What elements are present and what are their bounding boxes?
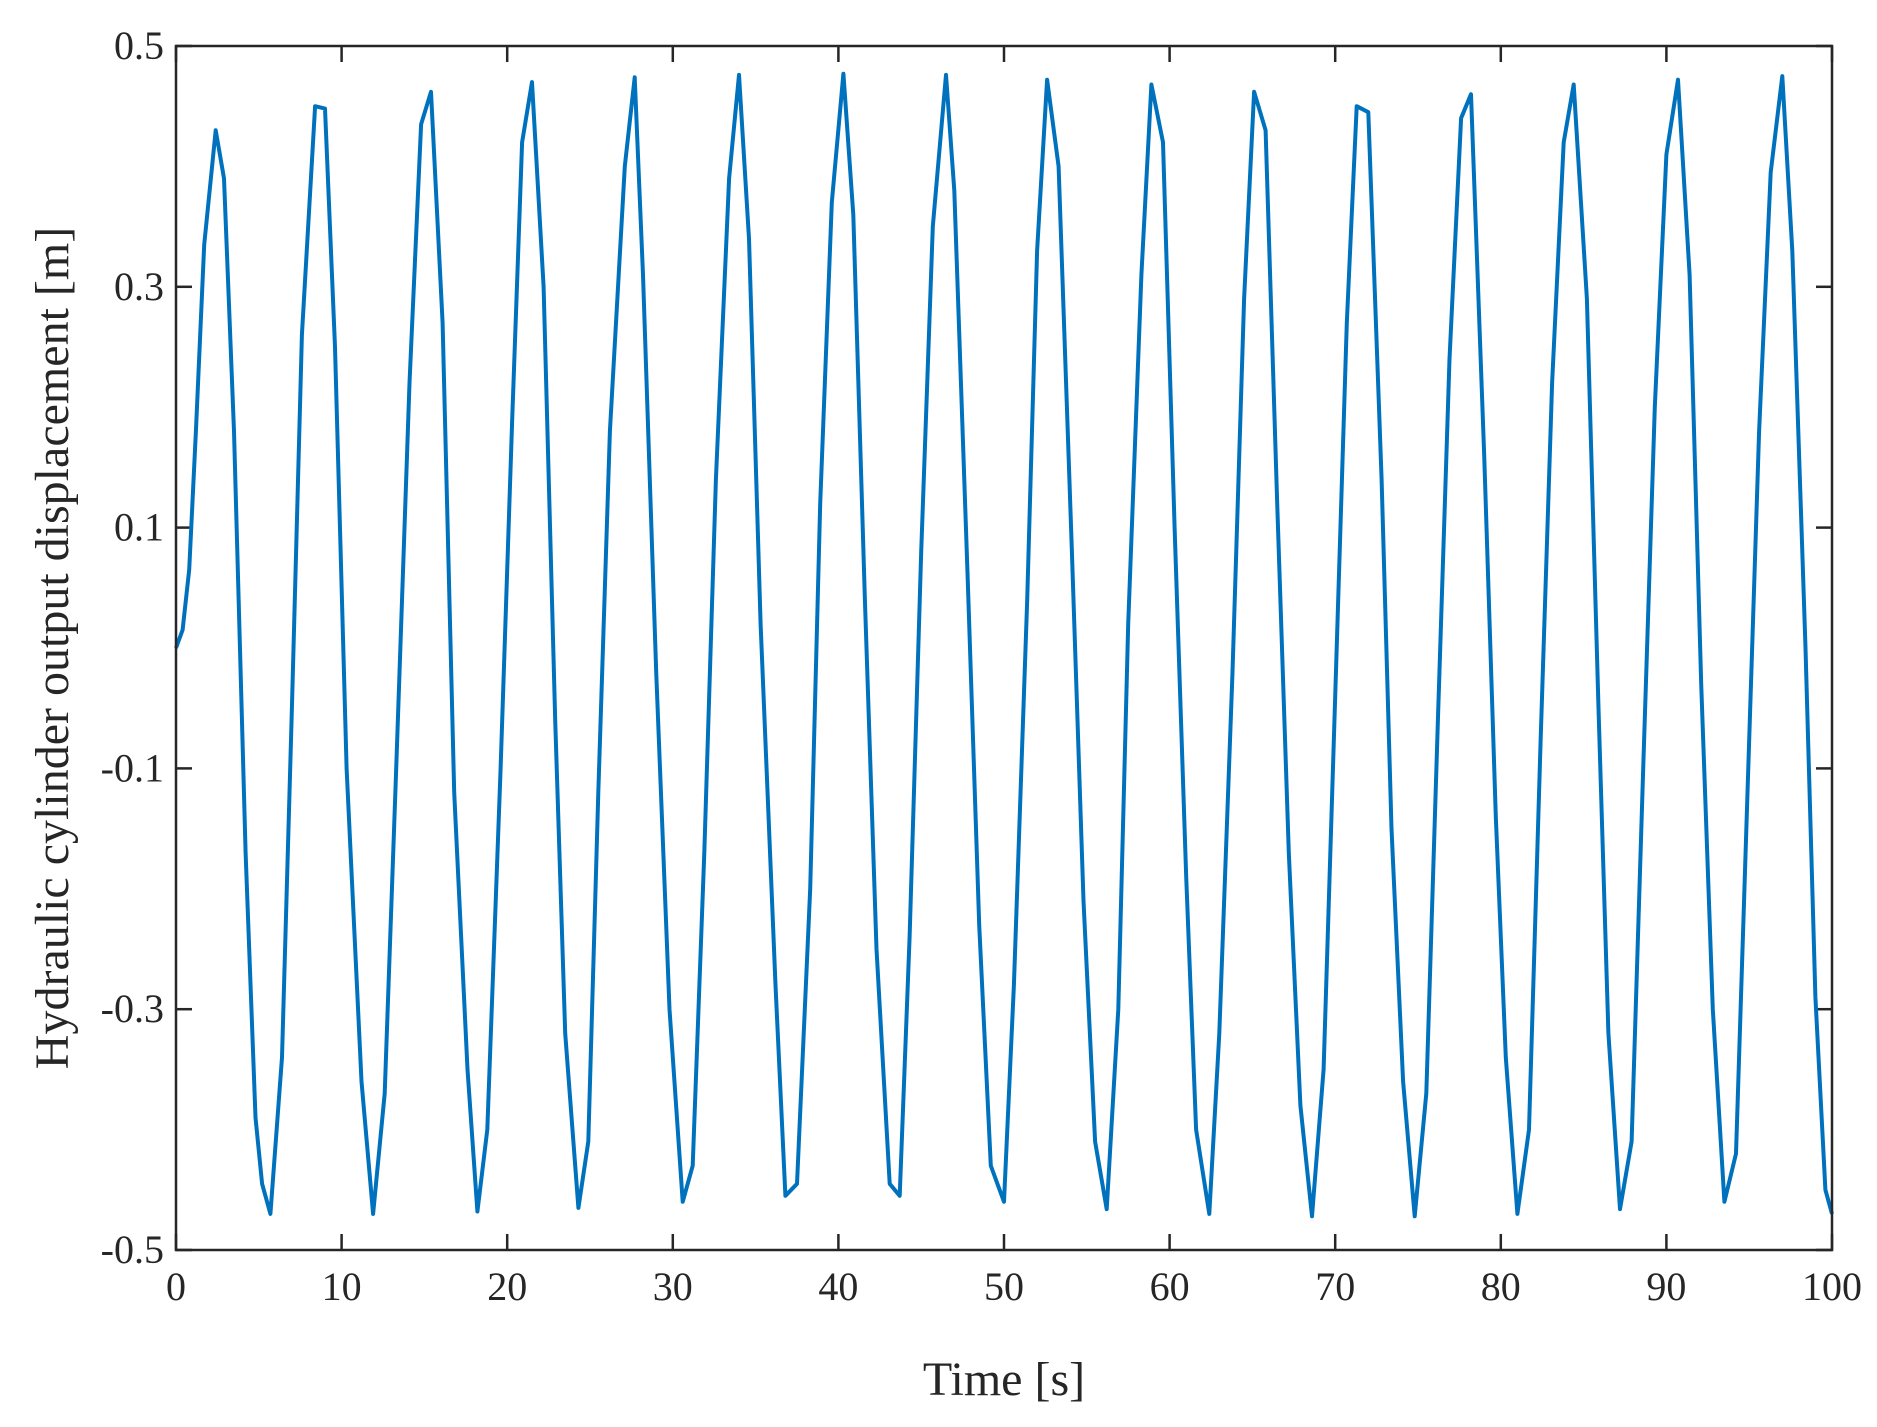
plot-frame [174,44,1834,1252]
series-line [174,71,1834,1219]
y-tick-label: -0.1 [101,745,164,790]
y-tick-label: 0.1 [114,505,164,550]
x-tick-label: 10 [322,1264,362,1309]
x-tick-label: 30 [653,1264,693,1309]
y-axis-title: Hydraulic cylinder output displacement [… [26,227,79,1069]
y-axis-tick-labels: -0.5 -0.3 -0.1 0.1 0.3 0.5 [101,23,164,1272]
x-tick-label: 100 [1802,1264,1862,1309]
x-tick-label: 50 [984,1264,1024,1309]
y-tick-label: -0.5 [101,1227,164,1272]
x-axis-title: Time [s] [923,1353,1085,1406]
x-tick-label: 80 [1481,1264,1521,1309]
x-tick-label: 90 [1646,1264,1686,1309]
y-tick-label: -0.3 [101,986,164,1031]
x-tick-label: 0 [166,1264,186,1309]
x-axis-tick-labels: 0 10 20 30 40 50 60 70 80 90 100 [166,1264,1862,1309]
x-tick-label: 70 [1315,1264,1355,1309]
x-tick-label: 40 [818,1264,858,1309]
x-tick-label: 60 [1150,1264,1190,1309]
y-tick-label: 0.5 [114,23,164,68]
y-tick-label: 0.3 [114,264,164,309]
x-tick-label: 20 [487,1264,527,1309]
